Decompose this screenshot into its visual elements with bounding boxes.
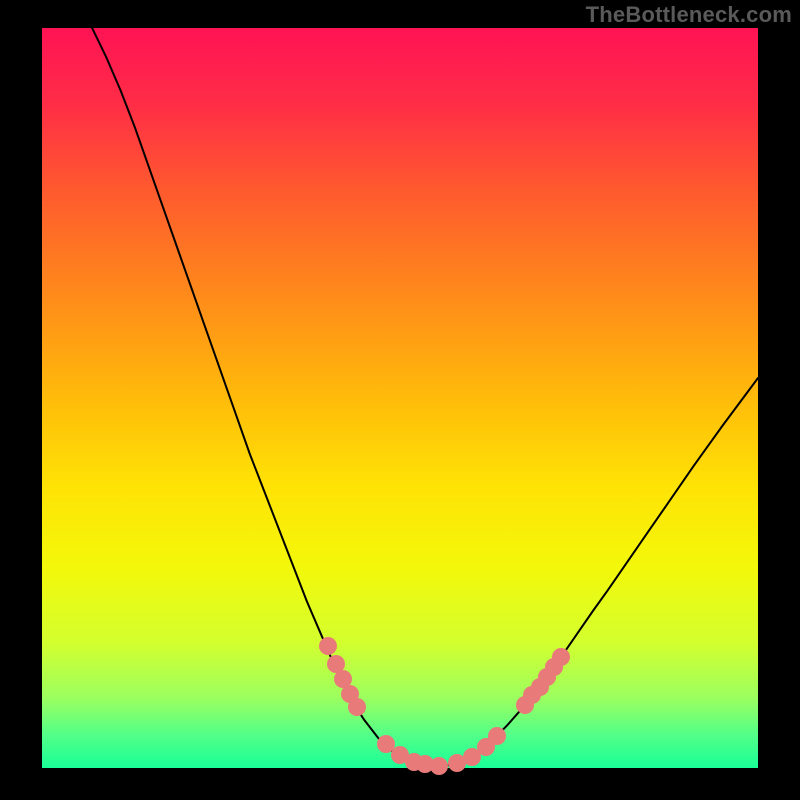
watermark-text: TheBottleneck.com (586, 2, 792, 28)
plot-area (42, 28, 758, 768)
chart-root: TheBottleneck.com (0, 0, 800, 800)
data-point (430, 757, 448, 775)
bottleneck-curve (42, 28, 758, 768)
data-point (488, 727, 506, 745)
data-point (552, 648, 570, 666)
